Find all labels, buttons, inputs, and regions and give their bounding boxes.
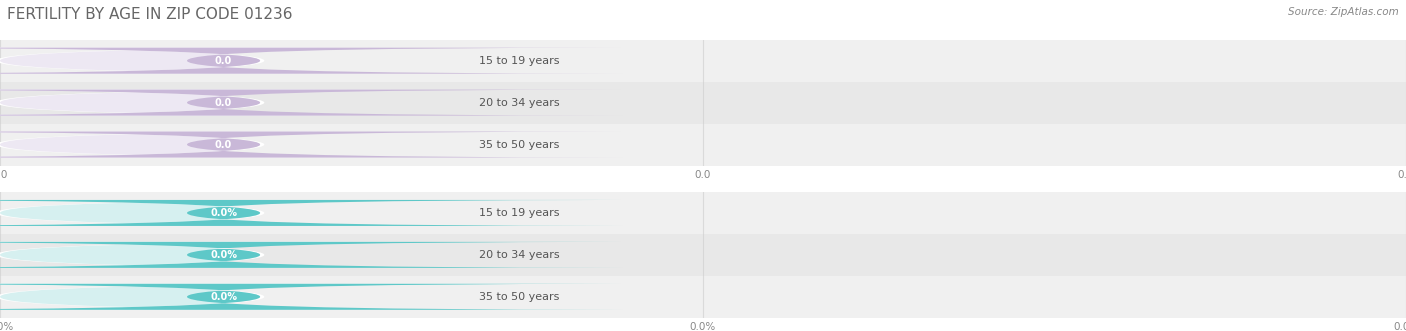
- Text: 15 to 19 years: 15 to 19 years: [479, 56, 560, 66]
- FancyBboxPatch shape: [0, 284, 436, 310]
- Bar: [0, 40, 1406, 82]
- Text: 0.0: 0.0: [215, 56, 232, 66]
- FancyBboxPatch shape: [0, 200, 436, 226]
- FancyBboxPatch shape: [0, 131, 623, 158]
- Text: 20 to 34 years: 20 to 34 years: [479, 250, 560, 260]
- FancyBboxPatch shape: [0, 200, 623, 226]
- FancyBboxPatch shape: [0, 242, 436, 268]
- Bar: [0, 192, 1406, 234]
- Bar: [0, 234, 1406, 276]
- FancyBboxPatch shape: [0, 242, 623, 268]
- FancyBboxPatch shape: [0, 284, 623, 310]
- Text: 35 to 50 years: 35 to 50 years: [479, 140, 560, 150]
- FancyBboxPatch shape: [0, 284, 436, 310]
- Text: 0.0: 0.0: [215, 98, 232, 108]
- Bar: [0, 123, 1406, 166]
- Bar: [0, 276, 1406, 318]
- Text: 0.0%: 0.0%: [209, 250, 238, 260]
- Text: FERTILITY BY AGE IN ZIP CODE 01236: FERTILITY BY AGE IN ZIP CODE 01236: [7, 7, 292, 22]
- Text: Source: ZipAtlas.com: Source: ZipAtlas.com: [1288, 7, 1399, 17]
- Text: 0.0%: 0.0%: [209, 292, 238, 302]
- Text: 20 to 34 years: 20 to 34 years: [479, 98, 560, 108]
- FancyBboxPatch shape: [0, 131, 436, 158]
- FancyBboxPatch shape: [0, 242, 436, 268]
- Text: 35 to 50 years: 35 to 50 years: [479, 292, 560, 302]
- FancyBboxPatch shape: [0, 90, 623, 116]
- Text: 15 to 19 years: 15 to 19 years: [479, 208, 560, 218]
- FancyBboxPatch shape: [0, 200, 436, 226]
- FancyBboxPatch shape: [0, 48, 436, 74]
- FancyBboxPatch shape: [0, 131, 436, 158]
- FancyBboxPatch shape: [0, 89, 436, 116]
- FancyBboxPatch shape: [0, 48, 436, 74]
- FancyBboxPatch shape: [0, 90, 436, 116]
- Text: 0.0: 0.0: [215, 140, 232, 150]
- Bar: [0, 82, 1406, 123]
- FancyBboxPatch shape: [0, 48, 623, 74]
- Text: 0.0%: 0.0%: [209, 208, 238, 218]
